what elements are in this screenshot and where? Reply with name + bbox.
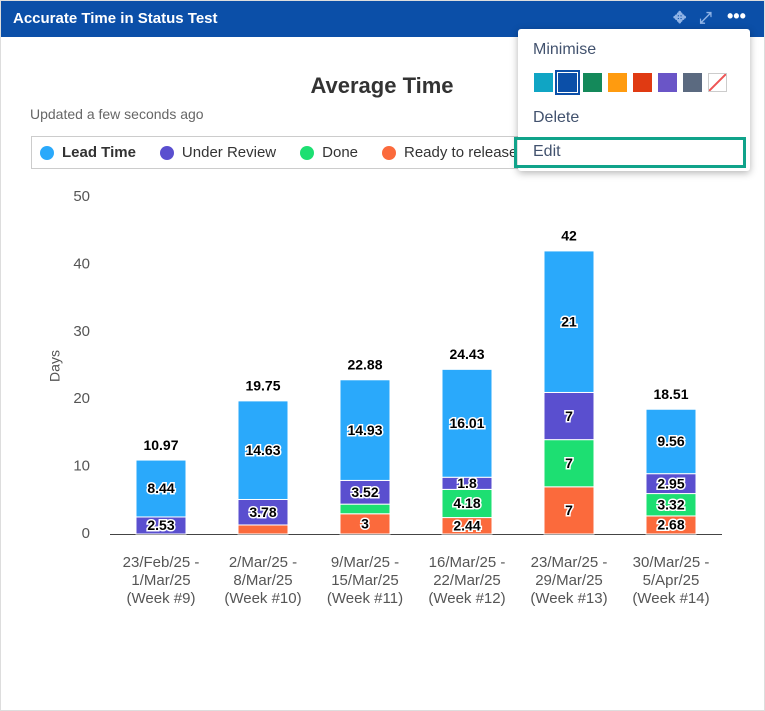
more-icon[interactable]: •••: [727, 6, 746, 26]
total-label: 22.88: [347, 356, 382, 372]
total-label: 24.43: [449, 346, 484, 362]
legend-marker: [159, 145, 174, 160]
data-label: 1.8: [457, 475, 477, 491]
x-tick-label: 30/Mar/25 - 5/Apr/25 (Week #14): [632, 554, 710, 607]
edit-highlight: [514, 137, 746, 168]
y-axis-label: Days: [47, 350, 63, 382]
legend-item: Lead Time: [40, 144, 136, 161]
data-label: 2.53: [147, 517, 174, 533]
x-tick-label: 23/Feb/25 - 1/Mar/25 (Week #9): [122, 554, 200, 607]
color-swatch[interactable]: [708, 73, 727, 92]
y-tick-label: 50: [73, 188, 90, 205]
legend-marker: [300, 145, 315, 160]
color-swatch[interactable]: [555, 70, 580, 95]
legend-marker: [382, 145, 396, 160]
data-label: 14.93: [347, 422, 382, 438]
y-tick-label: 0: [82, 525, 90, 542]
bar-segment: [543, 486, 595, 535]
legend-marker: [40, 145, 54, 160]
x-tick-label: 9/Mar/25 - 15/Mar/25 (Week #11): [326, 554, 404, 607]
bar-segment: [543, 439, 595, 488]
bar-segment: [441, 368, 493, 478]
total-label: 42: [561, 228, 577, 244]
data-label: 9.56: [657, 433, 684, 449]
bar-segment: [237, 498, 289, 526]
y-tick-label: 10: [73, 458, 90, 475]
y-tick-label: 30: [73, 323, 90, 340]
updated-text: Updated a few seconds ago: [30, 106, 204, 122]
gadget-title: Accurate Time in Status Test: [13, 10, 218, 27]
expand-icon[interactable]: ⤢: [699, 10, 712, 27]
data-label: 7: [565, 455, 573, 471]
data-label: 7: [565, 408, 573, 424]
legend-item: Done: [300, 144, 358, 161]
data-label: 7: [565, 502, 573, 518]
legend-label: Under Review: [181, 144, 277, 161]
data-label: 16.01: [449, 415, 484, 431]
color-swatch[interactable]: [633, 73, 652, 92]
data-label: 3.52: [351, 484, 378, 500]
bar-segment: [645, 408, 697, 475]
data-label: 2.95: [657, 475, 684, 491]
legend: Lead Time Under Review Done Ready to releas…: [31, 136, 549, 169]
total-label: 18.51: [653, 386, 688, 402]
legend-label: Ready to release: [404, 144, 518, 161]
gadget-menu: Minimise Delete Edit: [514, 29, 750, 171]
color-swatch[interactable]: [534, 73, 553, 92]
menu-edit[interactable]: Edit: [533, 143, 561, 160]
data-label: 3.78: [249, 504, 276, 520]
x-tick-label: 16/Mar/25 - 22/Mar/25 (Week #12): [428, 554, 506, 607]
color-swatch[interactable]: [683, 73, 702, 92]
data-label: 4.18: [453, 495, 480, 511]
data-label: 2.68: [657, 517, 684, 533]
legend-item: Ready to release: [382, 144, 517, 161]
bar-segment: [339, 503, 391, 515]
data-label: 3: [361, 516, 369, 532]
bar-segment: [441, 488, 493, 519]
total-label: 19.75: [245, 378, 280, 394]
bar-segment: [237, 400, 289, 500]
bar-segment: [339, 379, 391, 481]
data-label: 21: [561, 313, 577, 329]
y-tick-label: 40: [73, 255, 90, 272]
chart-title: Average Time: [310, 73, 453, 98]
bar-segment: [135, 459, 187, 518]
x-tick-label: 23/Mar/25 - 29/Mar/25 (Week #13): [530, 554, 608, 607]
color-swatch[interactable]: [608, 73, 627, 92]
data-label: 2.44: [453, 517, 480, 533]
legend-label: Lead Time: [62, 144, 136, 161]
data-label: 8.44: [147, 480, 174, 496]
color-swatch[interactable]: [658, 73, 677, 92]
y-tick-label: 20: [73, 390, 90, 407]
menu-minimise[interactable]: Minimise: [533, 41, 597, 58]
bar-segment: [543, 391, 595, 441]
bar-segment: [237, 524, 289, 535]
legend-item: Under Review: [159, 144, 277, 161]
color-swatch[interactable]: [583, 73, 602, 92]
total-label: 10.97: [143, 437, 178, 453]
x-tick-label: 2/Mar/25 - 8/Mar/25 (Week #10): [224, 554, 302, 607]
menu-delete[interactable]: Delete: [533, 109, 580, 126]
gadget-header: Accurate Time in Status Test ✥ ⤢ •••: [1, 1, 764, 37]
data-label: 14.63: [245, 442, 280, 458]
data-label: 3.32: [657, 496, 684, 512]
bar-segment: [543, 250, 595, 393]
move-icon[interactable]: ✥: [673, 10, 687, 27]
legend-label: Done: [322, 144, 358, 161]
